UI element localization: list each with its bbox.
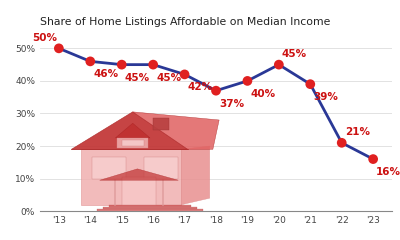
Text: 40%: 40% (250, 89, 276, 99)
Text: Share of Home Listings Affordable on Median Income: Share of Home Listings Affordable on Med… (40, 17, 330, 27)
FancyBboxPatch shape (153, 118, 169, 130)
Text: 42%: 42% (188, 82, 213, 92)
FancyBboxPatch shape (92, 157, 126, 179)
Point (150, 63, 156, 66)
FancyBboxPatch shape (103, 207, 197, 209)
Point (181, 72, 188, 76)
Point (338, 141, 345, 145)
Text: 39%: 39% (314, 92, 338, 102)
FancyBboxPatch shape (117, 138, 148, 148)
FancyBboxPatch shape (122, 177, 156, 205)
Polygon shape (133, 112, 219, 149)
FancyBboxPatch shape (122, 139, 144, 146)
Text: 16%: 16% (376, 167, 400, 177)
Polygon shape (182, 146, 210, 205)
FancyBboxPatch shape (144, 157, 178, 179)
Text: 45%: 45% (125, 73, 150, 83)
Point (307, 82, 314, 86)
FancyBboxPatch shape (109, 205, 191, 207)
Text: 46%: 46% (94, 69, 118, 79)
Point (370, 157, 376, 161)
FancyBboxPatch shape (96, 209, 204, 211)
Text: 21%: 21% (345, 127, 370, 137)
Point (56, 46, 62, 50)
Point (213, 89, 219, 93)
Polygon shape (116, 123, 150, 138)
Polygon shape (72, 112, 188, 149)
Point (87, 60, 94, 63)
Text: 45%: 45% (282, 49, 307, 59)
FancyBboxPatch shape (81, 149, 182, 205)
Text: 37%: 37% (219, 99, 244, 109)
Point (244, 79, 251, 83)
Point (276, 63, 282, 66)
Text: 50%: 50% (32, 33, 57, 43)
Point (118, 63, 125, 66)
Text: 45%: 45% (156, 73, 182, 83)
Polygon shape (100, 169, 178, 180)
